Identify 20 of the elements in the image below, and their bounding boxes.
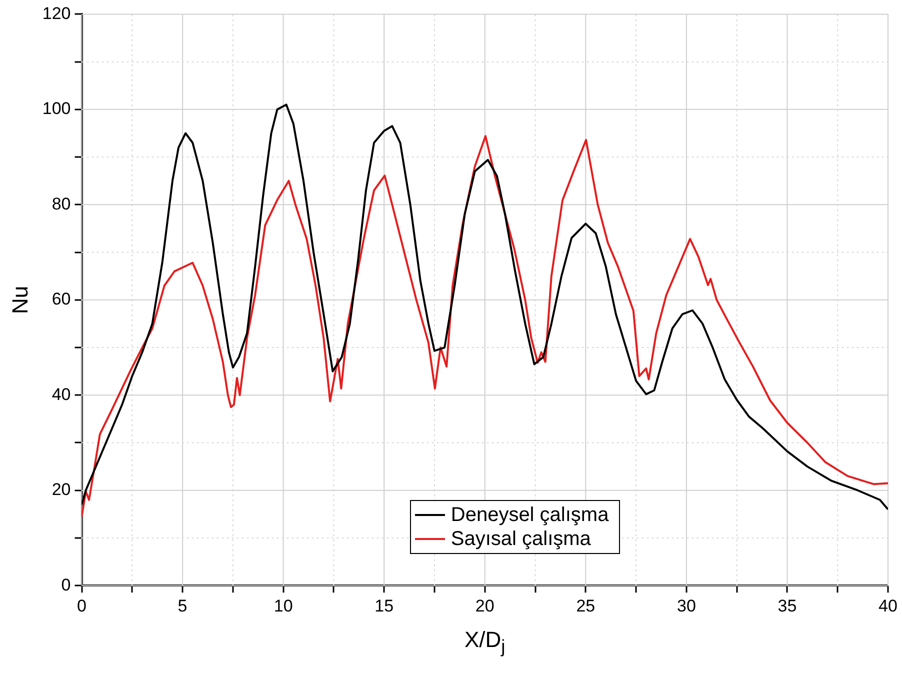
y-tick-label: 60 <box>52 290 71 309</box>
x-tick-label: 20 <box>475 596 494 616</box>
x-tick-label: 35 <box>778 596 797 616</box>
x-tick-label: 25 <box>576 596 596 616</box>
x-tick-label: 5 <box>178 596 188 616</box>
x-tick-label: 30 <box>676 596 696 616</box>
x-tick-label: 40 <box>878 596 898 616</box>
y-tick-label: 100 <box>42 99 71 118</box>
x-tick-label: 15 <box>374 596 394 616</box>
legend-label: Sayısal çalışma <box>450 526 591 551</box>
legend-label: Deneysel çalışma <box>450 502 609 527</box>
y-axis-title: Nu <box>7 286 32 314</box>
y-tick-label: 120 <box>42 4 71 23</box>
x-tick-label: 0 <box>77 596 86 616</box>
x-tick-label: 10 <box>274 596 293 616</box>
y-tick-label: 20 <box>52 480 71 500</box>
x-axis-title: X/D$_{j}$ <box>463 627 506 658</box>
y-tick-label: 40 <box>52 384 71 404</box>
y-tick-label: 80 <box>52 194 71 214</box>
y-tick-label: 0 <box>61 575 71 594</box>
